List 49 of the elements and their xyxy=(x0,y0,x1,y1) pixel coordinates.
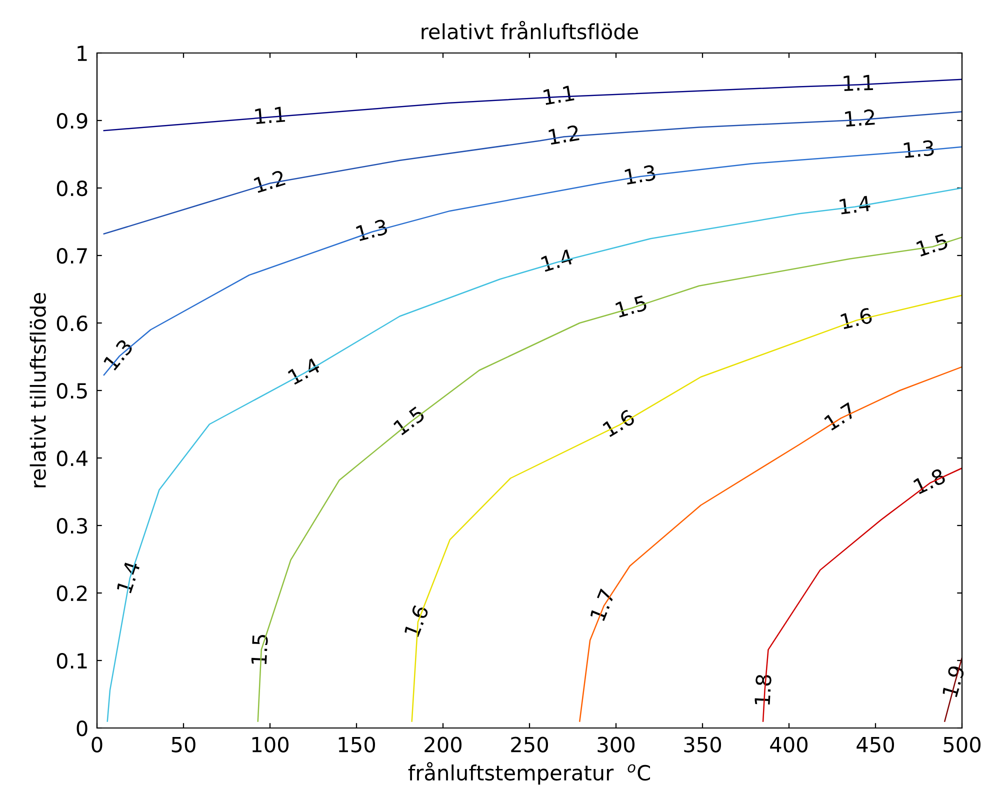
annotation: 1.6 xyxy=(404,604,430,638)
y-tick-label: 0.4 xyxy=(56,450,88,466)
annotation: 1.7 xyxy=(824,402,856,431)
x-tick-label: 50 xyxy=(172,736,196,752)
x-tick-label: 150 xyxy=(338,736,375,752)
annotation: 1.1 xyxy=(255,106,286,124)
annotation: 1.3 xyxy=(102,338,134,371)
annotation: 1.2 xyxy=(548,124,580,145)
x-tick-label: 0 xyxy=(92,736,102,752)
annotation: 1.6 xyxy=(602,408,636,438)
x-tick-label: 250 xyxy=(511,736,548,752)
x-tick-label: 350 xyxy=(684,736,721,752)
annotation: 1.6 xyxy=(840,307,873,330)
y-tick-label: 0.1 xyxy=(56,652,87,669)
y-tick-label: 0.8 xyxy=(56,180,88,196)
annotation: 1.4 xyxy=(288,357,321,385)
annotation: 1.3 xyxy=(356,218,388,242)
annotation: 1.5 xyxy=(916,233,948,257)
annotation: 1.4 xyxy=(839,196,871,214)
annotation: 1.5 xyxy=(251,634,268,664)
x-tick-label: 500 xyxy=(944,736,980,752)
annotation: 1.4 xyxy=(116,560,140,594)
annotation: 1.3 xyxy=(904,140,934,158)
annotation: 1.1 xyxy=(543,85,574,105)
chart-title: relativt frånluftsflöde xyxy=(422,20,638,40)
annotation: 1.7 xyxy=(590,588,615,622)
annotation: 1.5 xyxy=(393,406,426,436)
y-tick-label: 1 xyxy=(78,46,87,61)
y-tick-label: 0.7 xyxy=(56,248,87,264)
x-axis-title: frånluftstemperatur $^{o}$C xyxy=(408,762,650,785)
annotation: 1.8 xyxy=(912,468,946,494)
annotation: 1.8 xyxy=(754,674,772,705)
x-tick-label: 200 xyxy=(424,736,462,752)
annotation: 1.2 xyxy=(254,170,286,193)
y-tick-label: 0.9 xyxy=(56,112,88,129)
y-tick-label: 0 xyxy=(76,720,88,736)
x-tick-label: 450 xyxy=(856,736,894,752)
y-tick-label: 0.6 xyxy=(56,315,88,332)
y-tick-label: 0.2 xyxy=(56,585,87,602)
annotation: 1.2 xyxy=(844,109,875,127)
x-tick-label: 100 xyxy=(252,736,288,752)
x-tick-label: 300 xyxy=(598,736,634,752)
y-tick-label: 0.5 xyxy=(56,382,87,399)
x-tick-label: 400 xyxy=(770,736,808,752)
y-tick-label: 0.3 xyxy=(56,518,87,534)
line-series xyxy=(579,366,962,722)
annotation: 1.5 xyxy=(615,295,648,318)
annotation: 1.3 xyxy=(624,164,656,185)
y-axis-title: relativt tilluftsflöde xyxy=(30,293,46,488)
